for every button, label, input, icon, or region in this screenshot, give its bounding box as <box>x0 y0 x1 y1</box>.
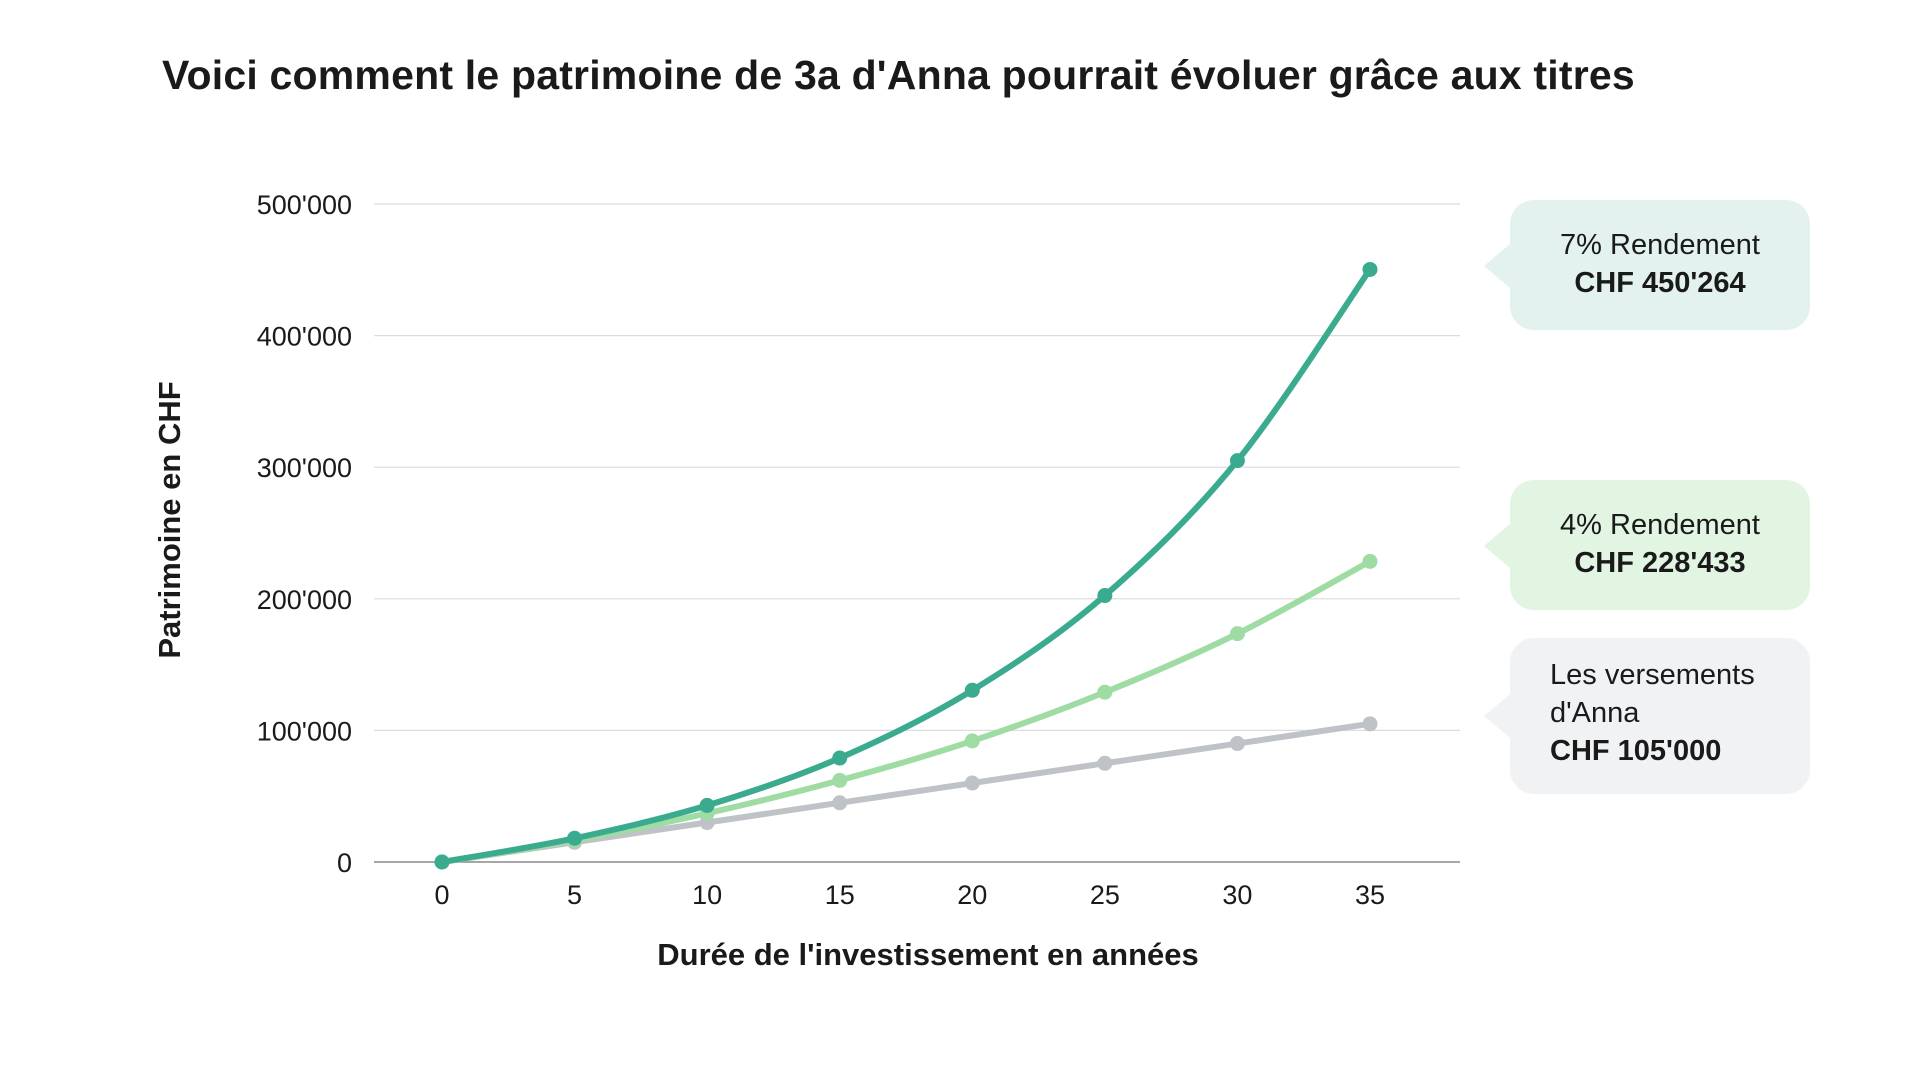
data-point <box>1229 453 1245 469</box>
x-tick-label: 15 <box>825 880 855 910</box>
callout-7-label: 7% Rendement <box>1560 229 1760 261</box>
x-tick-label: 35 <box>1355 880 1385 910</box>
x-axis-ticks: 0 5 10 15 20 25 30 35 <box>434 880 1385 910</box>
data-point <box>1362 553 1378 569</box>
series-line <box>439 558 1373 865</box>
callout-7-amount: CHF 450'264 <box>1574 267 1746 299</box>
series-7-percent <box>434 261 1378 870</box>
chart-title: Voici comment le patrimoine de 3a d'Anna… <box>162 52 1635 98</box>
data-point <box>964 775 980 791</box>
y-axis-ticks: 0 100'000 200'000 300'000 400'000 500'000 <box>257 190 352 878</box>
callout-4-label: 4% Rendement <box>1560 509 1760 541</box>
y-tick-label: 0 <box>337 848 352 878</box>
data-point <box>964 733 980 749</box>
data-point <box>964 682 980 698</box>
y-tick-label: 400'000 <box>257 322 352 352</box>
x-tick-label: 20 <box>957 880 987 910</box>
data-point <box>832 772 848 788</box>
data-point <box>699 797 715 813</box>
y-axis-label: Patrimoine en CHF <box>152 381 187 658</box>
callout-payments-label-2: d'Anna <box>1550 697 1640 729</box>
x-axis-label: Durée de l'investissement en années <box>657 937 1199 972</box>
callout-4-amount: CHF 228'433 <box>1574 547 1746 579</box>
y-tick-label: 200'000 <box>257 585 352 615</box>
y-tick-label: 300'000 <box>257 453 352 483</box>
callout-payments-label-1: Les versements <box>1550 659 1755 691</box>
series-4-percent <box>434 553 1378 870</box>
data-point <box>1229 626 1245 642</box>
data-point <box>434 854 450 870</box>
data-point <box>1362 261 1378 277</box>
data-point <box>1097 755 1113 771</box>
callout-7-percent: 7% Rendement CHF 450'264 <box>1484 200 1810 330</box>
callout-payments-amount: CHF 105'000 <box>1550 735 1722 767</box>
callout-4-percent: 4% Rendement CHF 228'433 <box>1484 480 1810 610</box>
x-tick-label: 5 <box>567 880 582 910</box>
x-tick-label: 10 <box>692 880 722 910</box>
y-tick-label: 500'000 <box>257 190 352 220</box>
y-tick-label: 100'000 <box>257 716 352 746</box>
data-point <box>567 830 583 846</box>
data-point <box>1362 716 1378 732</box>
data-point <box>832 750 848 766</box>
series-line <box>439 266 1373 865</box>
x-tick-label: 0 <box>434 880 449 910</box>
data-point <box>1229 736 1245 752</box>
data-point <box>832 795 848 811</box>
data-point <box>1097 684 1113 700</box>
grid-lines <box>374 203 1460 863</box>
data-point <box>1097 588 1113 604</box>
x-tick-label: 30 <box>1222 880 1252 910</box>
series-group <box>434 261 1378 870</box>
x-tick-label: 25 <box>1090 880 1120 910</box>
callout-payments: Les versements d'Anna CHF 105'000 <box>1484 638 1810 794</box>
